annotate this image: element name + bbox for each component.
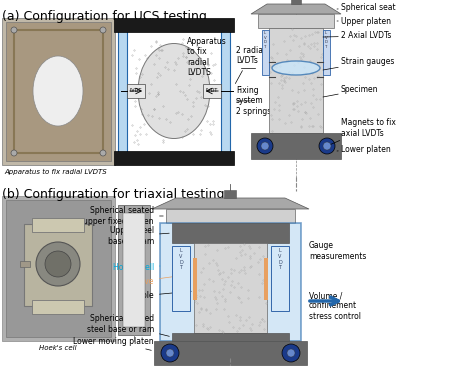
Bar <box>32 218 84 232</box>
Bar <box>262 30 269 75</box>
Circle shape <box>261 142 269 150</box>
Text: Volume /
confinement
stress control: Volume / confinement stress control <box>309 291 361 321</box>
Text: Strain gauges: Strain gauges <box>323 57 394 70</box>
Bar <box>269 28 323 133</box>
Text: LVDT: LVDT <box>206 87 218 93</box>
Text: Spherical seat: Spherical seat <box>337 4 396 12</box>
Text: 2 Axial LVDTs: 2 Axial LVDTs <box>323 31 392 41</box>
Bar <box>114 18 234 32</box>
Bar <box>32 300 84 314</box>
Circle shape <box>282 344 300 362</box>
Bar <box>172 223 289 243</box>
Bar <box>172 333 289 341</box>
Text: (a) Configuration for UCS testing: (a) Configuration for UCS testing <box>2 10 207 23</box>
Bar <box>24 224 92 306</box>
Bar <box>127 84 145 98</box>
Bar <box>264 258 268 300</box>
Text: L
V
D
T: L V D T <box>325 31 328 49</box>
Polygon shape <box>152 198 309 209</box>
Text: Hoek's cell: Hoek's cell <box>39 345 77 351</box>
Text: Lower platen: Lower platen <box>337 145 391 153</box>
Ellipse shape <box>33 56 83 126</box>
Bar <box>6 200 111 337</box>
Bar <box>154 341 307 365</box>
Circle shape <box>323 142 331 150</box>
Text: 2 radial
LVDTs: 2 radial LVDTs <box>235 46 265 83</box>
Text: Hoek's cell: Hoek's cell <box>113 264 160 273</box>
Bar <box>194 243 267 333</box>
Bar <box>193 258 197 300</box>
Bar <box>118 205 150 335</box>
Bar <box>271 246 289 311</box>
Bar <box>123 213 145 327</box>
Text: L
V
D
T: L V D T <box>264 31 266 49</box>
Polygon shape <box>251 4 341 14</box>
Bar <box>172 246 190 311</box>
Circle shape <box>11 27 17 33</box>
Bar <box>6 22 111 161</box>
Bar <box>221 28 230 155</box>
Text: Apparatus to fix radial LVDTS: Apparatus to fix radial LVDTS <box>4 169 107 175</box>
Bar <box>203 84 221 98</box>
Text: (b) Configuration for triaxial testing: (b) Configuration for triaxial testing <box>2 188 225 201</box>
Text: Upper platen: Upper platen <box>337 16 391 26</box>
Bar <box>20 261 30 267</box>
Text: Spherical seated
upper fixed platen: Spherical seated upper fixed platen <box>83 206 163 226</box>
Circle shape <box>166 349 174 357</box>
Bar <box>118 28 127 155</box>
Bar <box>224 190 236 198</box>
Ellipse shape <box>272 61 320 75</box>
Bar <box>2 18 115 165</box>
Text: Gauge
measurements: Gauge measurements <box>309 241 366 261</box>
Bar <box>291 0 301 4</box>
Ellipse shape <box>138 44 210 138</box>
Circle shape <box>100 27 106 33</box>
Text: Fixing
system
2 springs: Fixing system 2 springs <box>236 86 271 116</box>
Circle shape <box>36 242 80 286</box>
Text: Lower moving platen: Lower moving platen <box>73 336 154 350</box>
Circle shape <box>287 349 295 357</box>
Circle shape <box>257 138 273 154</box>
Text: Spherical seated
steel base or ram: Spherical seated steel base or ram <box>87 314 169 336</box>
Circle shape <box>11 150 17 156</box>
Bar <box>114 151 234 165</box>
Bar <box>251 133 341 159</box>
Circle shape <box>45 251 71 277</box>
Text: LVDT: LVDT <box>130 87 142 93</box>
Bar <box>160 223 301 341</box>
Text: Magnets to fix
axial LVDTs: Magnets to fix axial LVDTs <box>327 118 396 146</box>
Text: Sample: Sample <box>126 291 191 300</box>
Text: Upper steel
base or ram: Upper steel base or ram <box>108 226 169 246</box>
Bar <box>2 196 115 341</box>
Circle shape <box>100 150 106 156</box>
Circle shape <box>161 344 179 362</box>
Text: L
V
D
T: L V D T <box>179 248 183 270</box>
Circle shape <box>319 138 335 154</box>
Bar <box>323 30 330 75</box>
Text: Specimen: Specimen <box>323 86 379 97</box>
Text: Apparatus
to fix
radial
LVDTS: Apparatus to fix radial LVDTS <box>187 37 227 77</box>
Bar <box>258 14 334 28</box>
Text: Sleeve: Sleeve <box>128 274 190 285</box>
Text: L
V
D
T: L V D T <box>278 248 282 270</box>
Bar <box>166 209 295 223</box>
